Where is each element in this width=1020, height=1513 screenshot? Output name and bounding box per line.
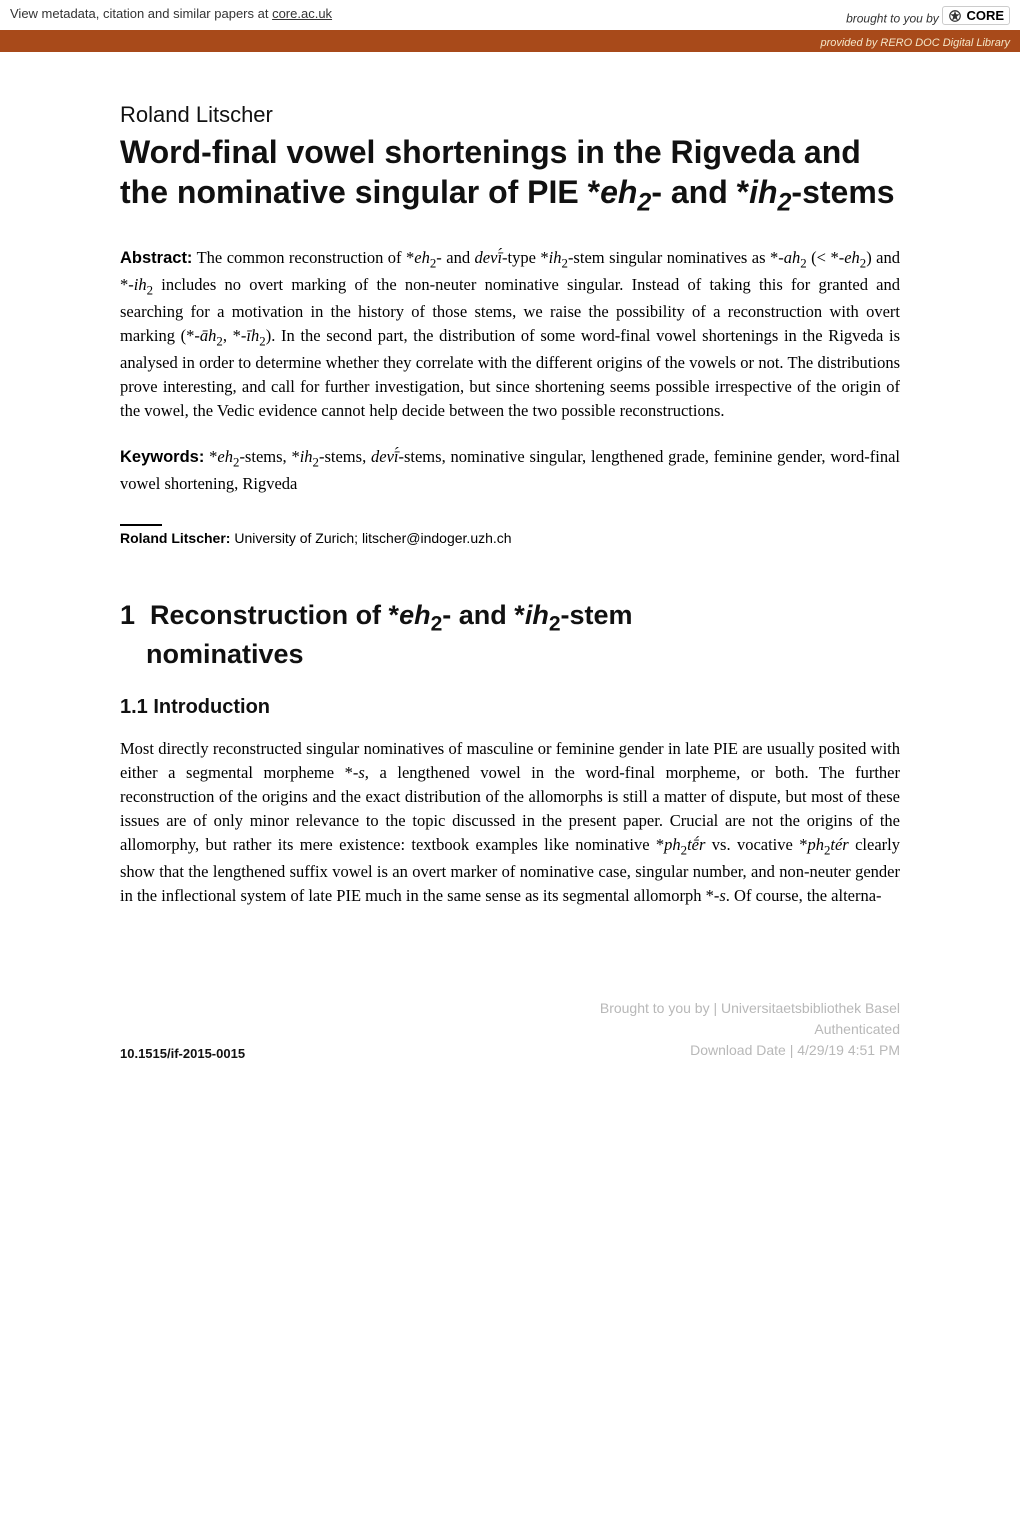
section-1-line1: Reconstruction of *eh2- and *ih2-stem	[150, 600, 633, 630]
download-watermark: Brought to you by | Universitaetsbibliot…	[600, 998, 900, 1061]
affiliation-rule	[120, 524, 162, 526]
title-ih: ih	[749, 174, 777, 210]
core-logo-icon	[948, 9, 962, 23]
subsection-1-1-heading: 1.1 Introduction	[120, 696, 900, 719]
abstract-text: The common reconstruction of *eh2- and d…	[120, 248, 900, 420]
page-content: Roland Litscher Word-final vowel shorten…	[0, 52, 1020, 968]
title-mid: - and *	[651, 174, 749, 210]
title-end: -stems	[791, 174, 894, 210]
section-1-line2: nominatives	[120, 637, 900, 672]
provided-strip: provided by RERO DOC Digital Library	[0, 34, 1020, 52]
page-footer: 10.1515/if-2015-0015 Brought to you by |…	[0, 968, 1020, 1101]
banner-left-prefix: View metadata, citation and similar pape…	[10, 6, 272, 21]
abstract-block: Abstract: The common reconstruction of *…	[120, 246, 900, 423]
brought-by-text: brought to you by	[846, 12, 939, 26]
article-title: Word-final vowel shortenings in the Rigv…	[120, 132, 900, 219]
affiliation-line: Roland Litscher: University of Zurich; l…	[120, 530, 900, 546]
section-1-num: 1	[120, 600, 135, 630]
keywords-block: Keywords: *eh2-stems, *ih2-stems, devī́-…	[120, 445, 900, 496]
title-sub-b: 2	[778, 188, 792, 216]
core-banner: View metadata, citation and similar pape…	[0, 0, 1020, 34]
provided-prefix: provided by	[820, 37, 880, 49]
body-paragraph-1: Most directly reconstructed singular nom…	[120, 737, 900, 907]
provided-source: RERO DOC Digital Library	[880, 37, 1010, 49]
core-badge[interactable]: CORE	[942, 6, 1010, 25]
banner-right: brought to you by CORE	[846, 6, 1010, 26]
core-badge-label: CORE	[966, 8, 1004, 23]
core-link[interactable]: core.ac.uk	[272, 6, 332, 21]
banner-left: View metadata, citation and similar pape…	[10, 6, 332, 21]
affiliation-name: Roland Litscher:	[120, 530, 230, 546]
abstract-label: Abstract:	[120, 249, 192, 267]
watermark-line-3: Download Date | 4/29/19 4:51 PM	[600, 1040, 900, 1061]
watermark-line-2: Authenticated	[600, 1019, 900, 1040]
doi-text: 10.1515/if-2015-0015	[120, 1046, 245, 1061]
core-link-text: core.ac.uk	[272, 6, 332, 21]
keywords-label: Keywords:	[120, 448, 204, 466]
keywords-text: *eh2-stems, *ih2-stems, devī́-stems, nom…	[120, 447, 900, 493]
title-eh: eh	[600, 174, 637, 210]
author-name: Roland Litscher	[120, 102, 900, 128]
watermark-line-1: Brought to you by | Universitaetsbibliot…	[600, 998, 900, 1019]
title-sub-a: 2	[637, 188, 651, 216]
affiliation-rest: University of Zurich; litscher@indoger.u…	[230, 530, 511, 546]
section-1-heading: 1 Reconstruction of *eh2- and *ih2-stem …	[120, 598, 900, 673]
